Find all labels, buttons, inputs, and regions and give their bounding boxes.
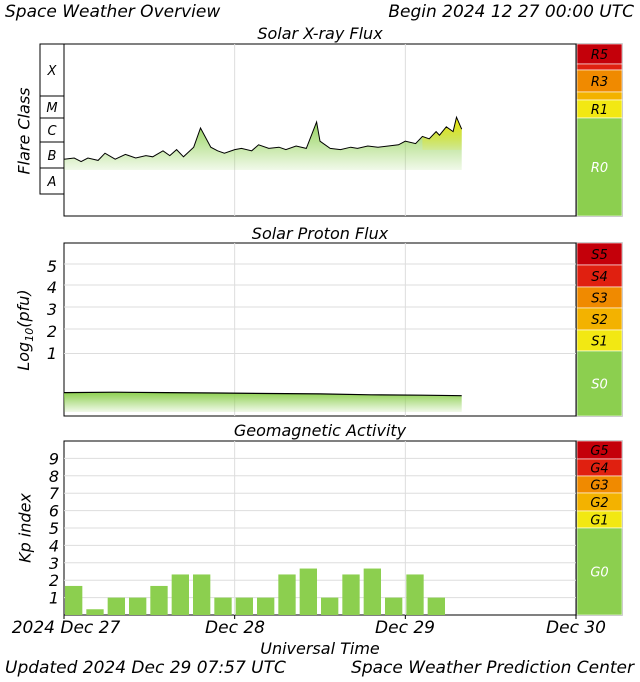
kp-bar — [427, 597, 445, 615]
xray-title: Solar X-ray Flux — [257, 24, 383, 43]
proton-scale-label-s2: S2 — [591, 313, 608, 328]
geomag-scale-label-g2: G2 — [590, 496, 608, 511]
xtick-dec28: Dec 28 — [205, 618, 265, 638]
geomag-ytick-7: 7 — [49, 484, 60, 503]
xray-scale-r0 — [576, 117, 623, 217]
kp-bar — [299, 568, 317, 615]
proton-scale-label-s1: S1 — [591, 335, 608, 350]
source-credit: Space Weather Prediction Center — [351, 658, 634, 678]
xray-class-box-x — [39, 43, 65, 97]
geomag-ytick-3: 3 — [49, 554, 59, 573]
kp-bar — [406, 574, 424, 615]
kp-bar — [235, 597, 253, 615]
geomag-ytick-9: 9 — [49, 449, 59, 468]
geomag-scale-g0 — [576, 527, 623, 616]
xray-plot-frame — [63, 43, 577, 217]
xray-flux-fill — [64, 117, 462, 170]
geomag-ytick-5: 5 — [49, 519, 59, 538]
xray-class-label-c: C — [47, 124, 57, 139]
kp-bar — [363, 568, 381, 615]
begin-time: Begin 2024 12 27 00:00 UTC — [388, 2, 634, 22]
kp-bar — [150, 585, 168, 615]
proton-scale-label-s4: S4 — [591, 270, 608, 285]
proton-scale-label-s0: S0 — [591, 378, 608, 393]
proton-scale-label-s3: S3 — [591, 292, 608, 307]
proton-ytick-1: 1 — [47, 344, 57, 363]
proton-ytick-2: 2 — [47, 322, 57, 341]
xray-class-box-a — [39, 167, 65, 195]
xray-flux-line — [63, 115, 463, 163]
geomag-scale-label-g3: G3 — [590, 479, 608, 494]
kp-bar — [193, 574, 211, 615]
xray-scale-label-r1: R1 — [591, 103, 608, 118]
kp-bar — [257, 597, 275, 615]
proton-title: Solar Proton Flux — [251, 224, 389, 243]
xray-class-label-x: X — [47, 64, 58, 79]
xray-class-label-m: M — [46, 101, 57, 116]
xray-flux-fill-high — [422, 117, 462, 150]
xray-scale- — [576, 63, 623, 71]
xray-scale- — [576, 91, 623, 101]
page-title: Space Weather Overview — [5, 2, 221, 22]
geomag-scale-label-g5: G5 — [590, 444, 608, 459]
kp-bar — [107, 597, 125, 615]
proton-flux-fill — [64, 392, 462, 412]
xtick-dec30: Dec 30 — [546, 618, 606, 638]
kp-bar — [129, 597, 147, 615]
kp-bar — [385, 597, 403, 615]
geomag-ytick-1: 1 — [49, 589, 59, 608]
kp-bar — [171, 574, 189, 615]
xray-class-label-b: B — [48, 149, 57, 164]
geomag-ytick-2: 2 — [49, 571, 59, 590]
geomag-ytick-8: 8 — [49, 467, 59, 486]
xray-scale-label-r5: R5 — [591, 48, 608, 63]
xray-class-box-b — [39, 141, 65, 169]
geomag-title: Geomagnetic Activity — [233, 421, 407, 440]
proton-ytick-4: 4 — [47, 278, 57, 297]
x-axis-label: Universal Time — [260, 639, 380, 658]
proton-ytick-5: 5 — [47, 257, 57, 276]
xray-scale-label-r0: R0 — [591, 161, 608, 176]
xtick-dec27: 2024 Dec 27 — [11, 618, 121, 638]
kp-bar — [65, 585, 83, 615]
geomag-scale-label-g1: G1 — [590, 514, 608, 529]
xray-class-label-a: A — [47, 175, 57, 190]
kp-bar — [342, 574, 360, 615]
proton-scale-s0 — [576, 350, 623, 417]
geomag-scale-label-g0: G0 — [590, 566, 608, 581]
geomag-ytick-4: 4 — [49, 536, 59, 555]
xray-scale-label-r3: R3 — [591, 75, 608, 90]
geomag-scale-label-g4: G4 — [590, 462, 608, 477]
kp-bar — [278, 574, 296, 615]
proton-ytick-3: 3 — [47, 300, 57, 319]
kp-bar — [321, 597, 339, 615]
kp-bar — [86, 609, 104, 615]
proton-scale-label-s5: S5 — [591, 248, 608, 263]
proton-flux-line — [63, 391, 462, 397]
xtick-dec29: Dec 29 — [375, 618, 435, 638]
kp-bar — [214, 597, 232, 615]
updated-time: Updated 2024 Dec 29 07:57 UTC — [5, 658, 286, 678]
geomag-ytick-6: 6 — [49, 502, 59, 521]
